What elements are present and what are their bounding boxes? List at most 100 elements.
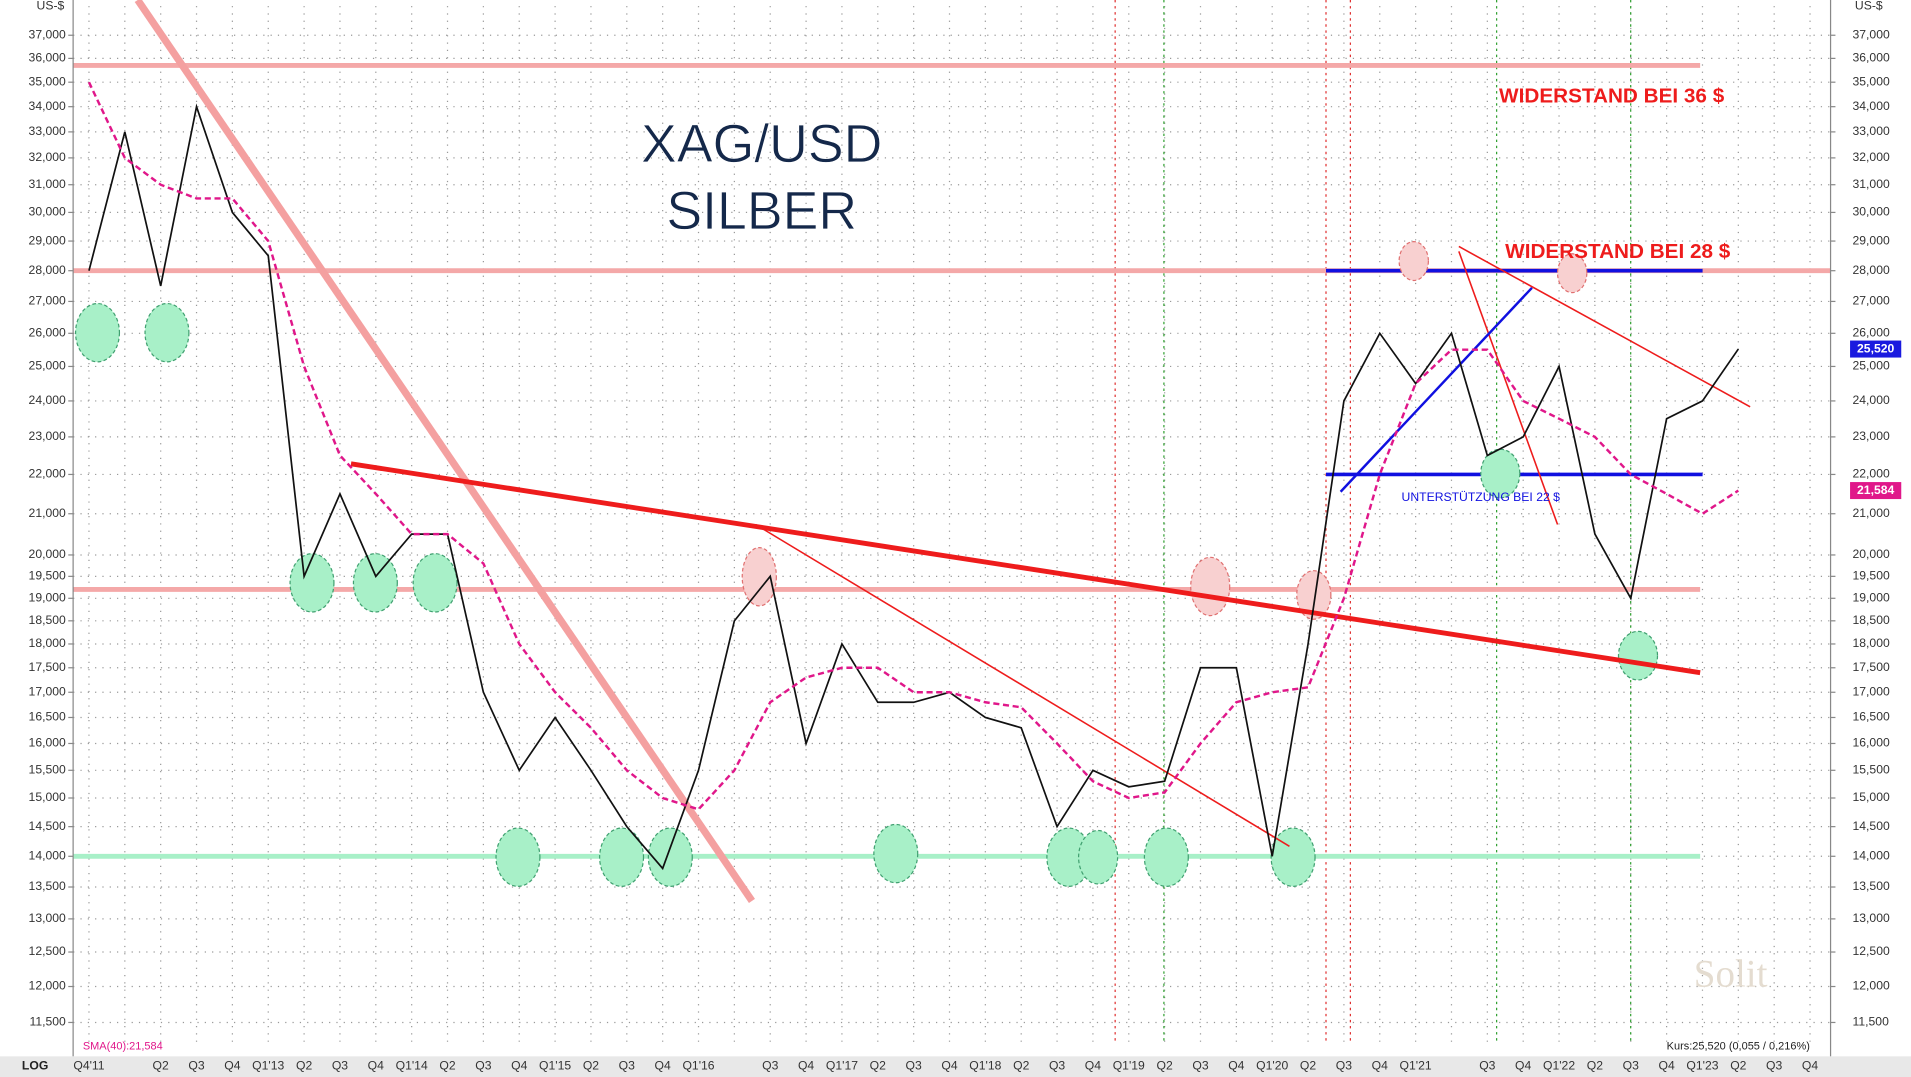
y-tick-label: 16,500 bbox=[1853, 710, 1890, 724]
y-tick-label: 26,000 bbox=[1853, 326, 1890, 340]
x-tick-label: Q4'11 bbox=[73, 1058, 104, 1072]
y-tick-label: 31,000 bbox=[1853, 177, 1890, 191]
y-tick-label: 20,000 bbox=[29, 547, 66, 561]
y-tick-label: 13,000 bbox=[1853, 911, 1890, 925]
resistance-zone bbox=[1398, 241, 1429, 282]
x-tick-label: Q3 bbox=[475, 1058, 491, 1072]
support-zone bbox=[1270, 827, 1316, 887]
y-tick-label: 19,500 bbox=[1853, 569, 1890, 583]
y-tick-label: 19,000 bbox=[1853, 591, 1890, 605]
y-tick-label: 18,500 bbox=[1853, 613, 1890, 627]
support-zone bbox=[495, 827, 541, 887]
y-unit: US-$ bbox=[37, 0, 65, 12]
x-tick-label: Q2 bbox=[1300, 1058, 1316, 1072]
x-tick-label: Q1'19 bbox=[1113, 1058, 1145, 1072]
y-tick-label: 28,000 bbox=[1853, 263, 1890, 277]
x-tick-label: Q3 bbox=[906, 1058, 922, 1072]
axes: 11,500 11,500 12,000 12,000 12,500 12,500 13,0… bbox=[29, 27, 1890, 1072]
price-label: 25,520 bbox=[1857, 341, 1894, 355]
y-tick-label: 29,000 bbox=[29, 233, 66, 247]
x-tick-label: Q3 bbox=[1623, 1058, 1639, 1072]
y-tick-label: 24,000 bbox=[1853, 393, 1890, 407]
x-tick-label: Q4 bbox=[941, 1058, 957, 1072]
watermark: Solit bbox=[1694, 952, 1768, 995]
x-tick-label: Q2 bbox=[583, 1058, 599, 1072]
y-tick-label: 11,500 bbox=[29, 1015, 66, 1029]
x-tick-label: Q4 bbox=[655, 1058, 671, 1072]
support-zone bbox=[412, 553, 458, 613]
y-tick-label: 12,000 bbox=[1853, 979, 1890, 993]
y-tick-label: 23,000 bbox=[29, 429, 66, 443]
y-tick-label: 37,000 bbox=[29, 27, 66, 41]
y-tick-label: 34,000 bbox=[1853, 99, 1890, 113]
y-tick-label: 27,000 bbox=[29, 294, 66, 308]
x-tick-label: Q2 bbox=[1157, 1058, 1173, 1072]
x-tick-label: Q3 bbox=[1766, 1058, 1782, 1072]
x-tick-label: Q2 bbox=[439, 1058, 455, 1072]
y-tick-label: 22,000 bbox=[29, 467, 66, 481]
x-tick-label: Q1'15 bbox=[539, 1058, 571, 1072]
y-tick-label: 30,000 bbox=[1853, 205, 1890, 219]
x-tick-label: Q2 bbox=[1730, 1058, 1746, 1072]
y-tick-label: 30,000 bbox=[29, 205, 66, 219]
y-tick-label: 27,000 bbox=[1853, 294, 1890, 308]
x-tick-label: Q1'17 bbox=[826, 1058, 858, 1072]
y-tick-label: 16,000 bbox=[29, 736, 66, 750]
y-unit-right: US-$ bbox=[1855, 0, 1883, 12]
trend-lines bbox=[134, 0, 1751, 903]
x-tick-label: Q2 bbox=[153, 1058, 169, 1072]
x-tick-label: Q1'21 bbox=[1400, 1058, 1432, 1072]
support-zone bbox=[647, 827, 693, 887]
y-tick-label: 17,500 bbox=[29, 660, 66, 674]
x-tick-label: Q1'18 bbox=[969, 1058, 1001, 1072]
y-tick-label: 24,000 bbox=[29, 393, 66, 407]
x-tick-label: Q2 bbox=[1587, 1058, 1603, 1072]
support-zone bbox=[873, 823, 919, 884]
x-tick-label: Q3 bbox=[332, 1058, 348, 1072]
y-tick-label: 31,000 bbox=[29, 177, 66, 191]
scale-label: LOG bbox=[22, 1058, 48, 1072]
annotation: WIDERSTAND BEI 36 $ bbox=[1499, 85, 1725, 108]
y-tick-label: 13,000 bbox=[29, 911, 66, 925]
x-tick-label: Q4 bbox=[1372, 1058, 1388, 1072]
x-tick-label: Q2 bbox=[296, 1058, 312, 1072]
y-tick-label: 33,000 bbox=[1853, 124, 1890, 138]
y-tick-label: 15,000 bbox=[29, 790, 66, 804]
y-tick-label: 14,000 bbox=[1853, 849, 1890, 863]
y-tick-label: 18,000 bbox=[29, 636, 66, 650]
resistance-zone bbox=[1296, 570, 1332, 620]
annotation: WIDERSTAND BEI 28 $ bbox=[1505, 240, 1731, 263]
y-tick-label: 16,000 bbox=[1853, 736, 1890, 750]
x-tick-label: Q3 bbox=[1336, 1058, 1352, 1072]
y-tick-label: 26,000 bbox=[29, 326, 66, 340]
x-tick-label: Q2 bbox=[870, 1058, 886, 1072]
x-tick-label: Q2 bbox=[1013, 1058, 1029, 1072]
x-tick-label: Q1'16 bbox=[682, 1058, 714, 1072]
y-tick-label: 14,500 bbox=[29, 819, 66, 833]
y-tick-label: 19,000 bbox=[29, 591, 66, 605]
y-tick-label: 15,000 bbox=[1853, 790, 1890, 804]
price-badge bbox=[1850, 340, 1902, 358]
footer: Kurs:25,520 (0,055 / 0,216%) bbox=[1667, 1041, 1810, 1053]
y-tick-label: 12,500 bbox=[1853, 944, 1890, 958]
support-zone bbox=[1143, 827, 1189, 887]
y-tick-label: 17,000 bbox=[1853, 684, 1890, 698]
support-zone bbox=[289, 553, 335, 613]
x-tick-label: Q1'23 bbox=[1686, 1058, 1718, 1072]
y-tick-label: 15,500 bbox=[29, 763, 66, 777]
x-tick-label: Q1'22 bbox=[1543, 1058, 1575, 1072]
support-zone bbox=[144, 302, 190, 363]
resistance-zone bbox=[1190, 556, 1231, 617]
y-tick-label: 23,000 bbox=[1853, 429, 1890, 443]
x-tick-label: Q4 bbox=[224, 1058, 240, 1072]
x-tick-label: Q4 bbox=[1228, 1058, 1244, 1072]
annotation: UNTERSTÜTZUNG BEI 22 $ bbox=[1402, 490, 1561, 504]
trend-line bbox=[1458, 245, 1751, 408]
x-tick-label: Q3 bbox=[1192, 1058, 1208, 1072]
x-tick-label: Q3 bbox=[188, 1058, 204, 1072]
y-tick-label: 28,000 bbox=[29, 263, 66, 277]
y-tick-label: 13,500 bbox=[29, 879, 66, 893]
